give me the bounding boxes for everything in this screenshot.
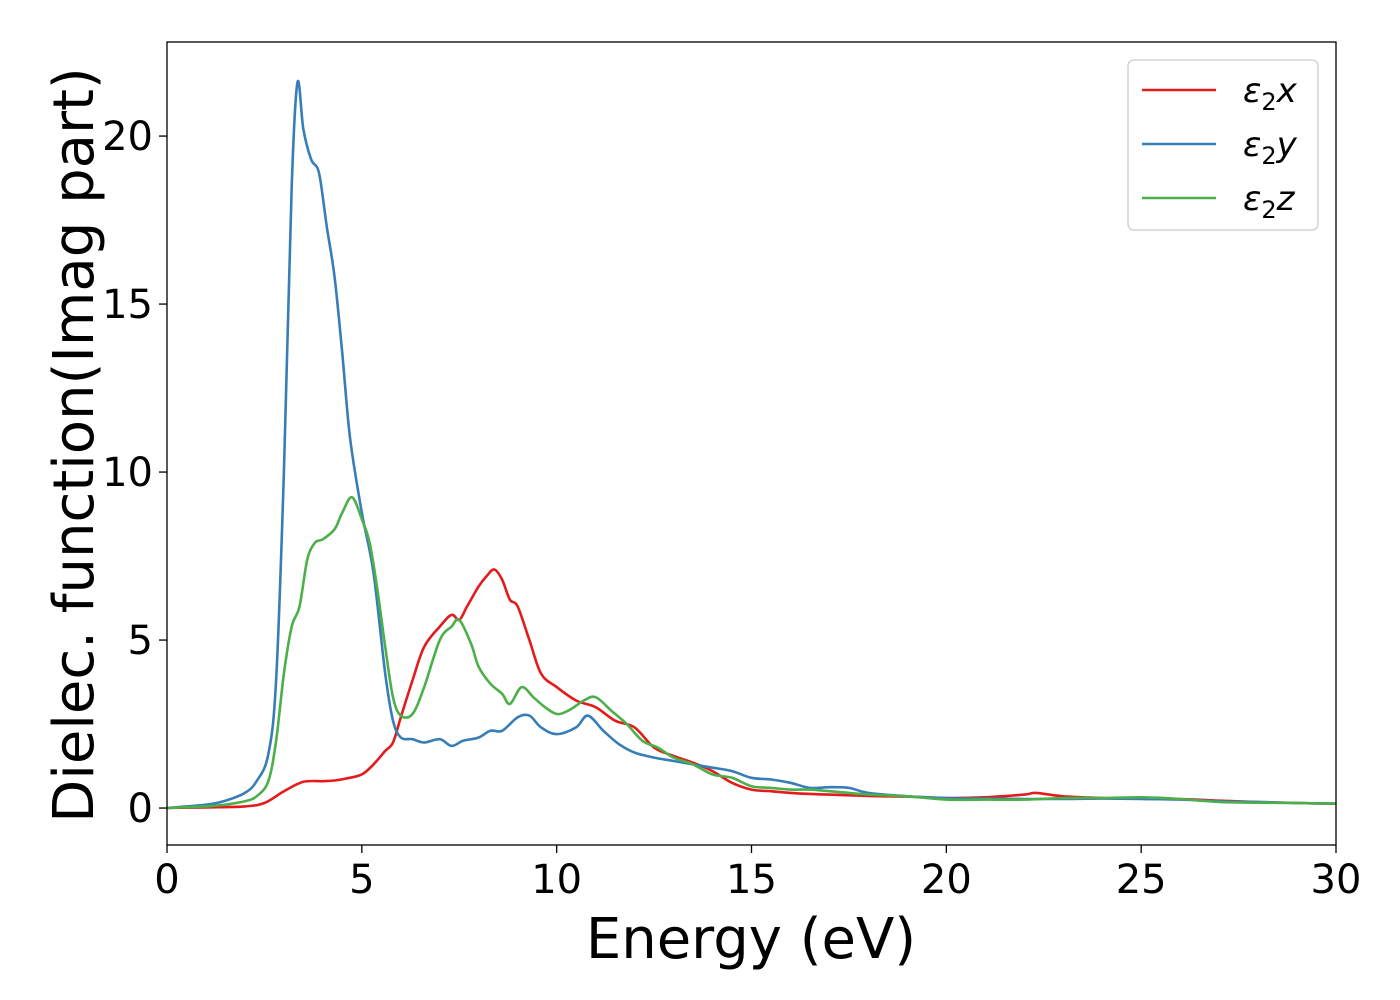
x-tick-label: 0 (154, 857, 179, 903)
y-tick-label: 10 (102, 450, 153, 496)
x-tick-label: 15 (726, 857, 777, 903)
x-tick-label: 5 (349, 857, 374, 903)
x-axis-ticks: 0 5 10 15 20 25 30 (154, 845, 1361, 903)
legend: ε2x ε2y ε2z (1127, 59, 1319, 231)
y-axis-title: Dielec. function(Imag part) (42, 67, 107, 823)
x-axis-title: Energy (eV) (586, 907, 916, 972)
legend-label-x: ε2x (1243, 71, 1298, 116)
x-tick-label: 10 (531, 857, 582, 903)
x-tick-label: 30 (1311, 857, 1362, 903)
y-tick-label: 20 (102, 114, 153, 160)
x-tick-label: 20 (921, 857, 972, 903)
x-tick-label: 25 (1116, 857, 1167, 903)
legend-label-y: ε2y (1243, 125, 1298, 170)
y-tick-label: 0 (128, 786, 153, 832)
series-layer (166, 79, 1337, 810)
series-line-x (166, 568, 1337, 810)
y-axis-ticks: 0 5 10 15 20 (102, 114, 167, 832)
y-tick-label: 5 (128, 618, 153, 664)
legend-box (1127, 59, 1319, 231)
series-line-z (166, 495, 1337, 810)
y-tick-label: 15 (102, 282, 153, 328)
legend-label-z: ε2z (1243, 179, 1296, 224)
